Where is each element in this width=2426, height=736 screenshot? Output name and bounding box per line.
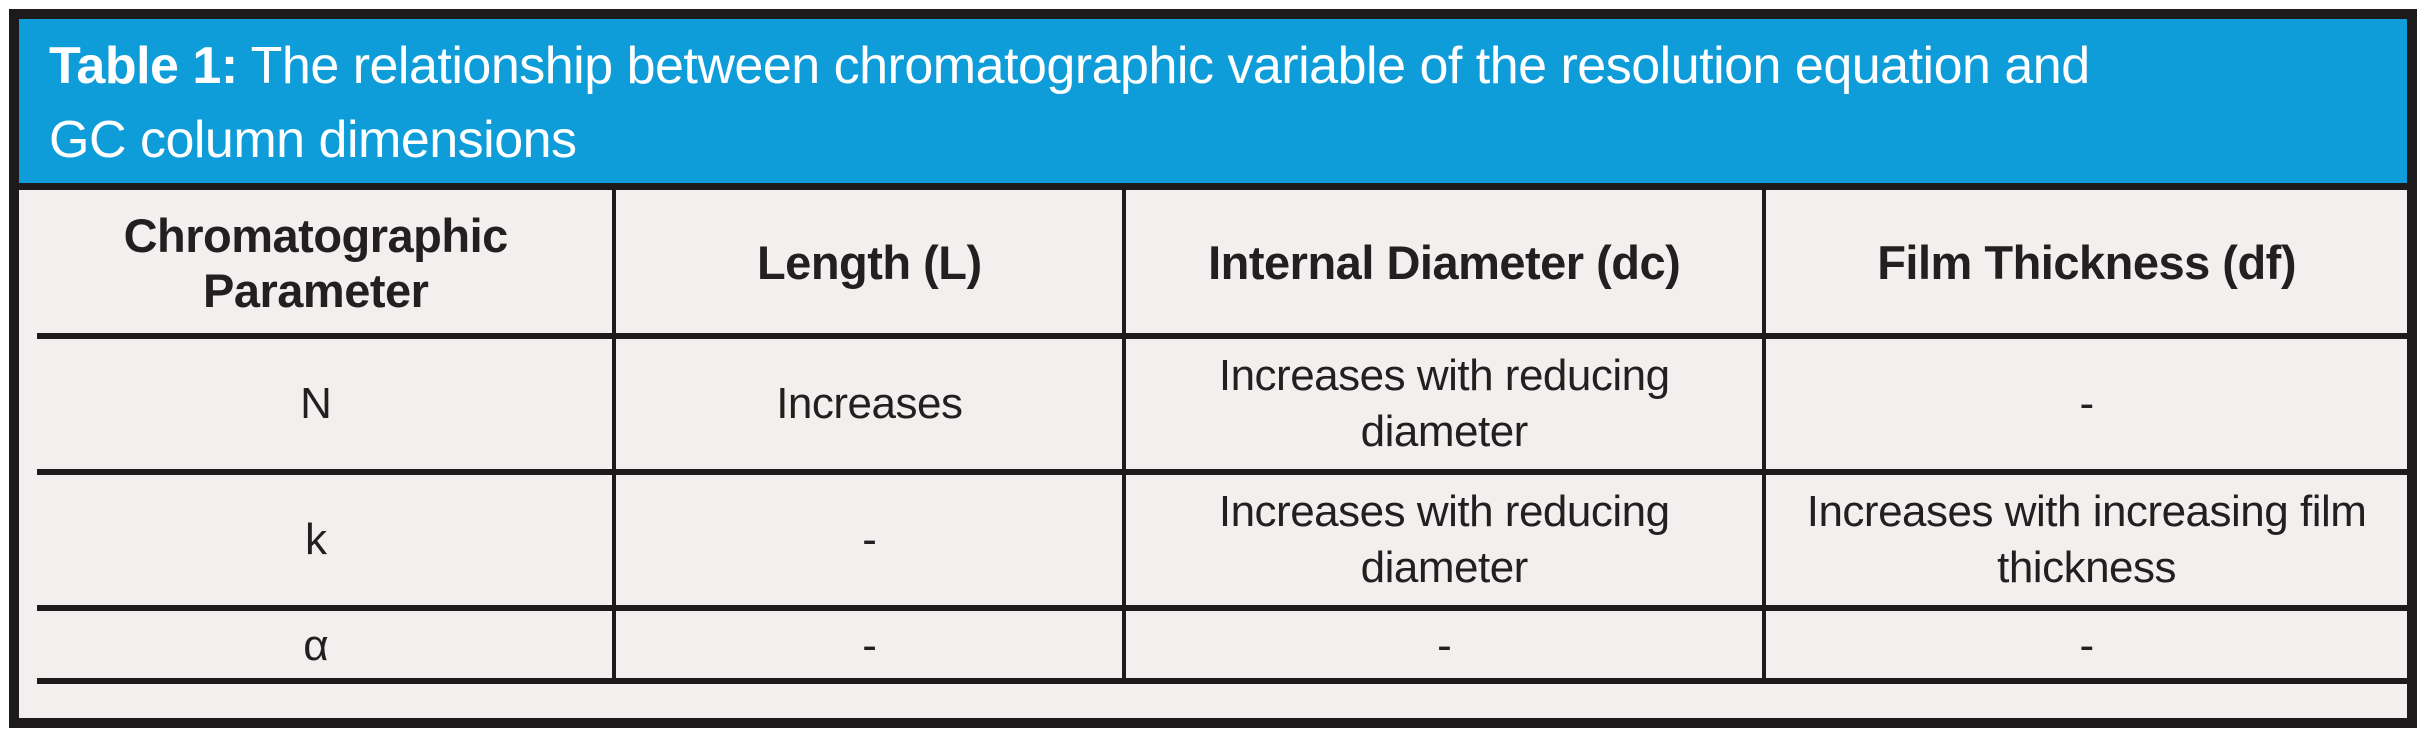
column-header-chromatographic-parameter: Chromatographic Parameter bbox=[123, 208, 509, 317]
row-k-parameter: k bbox=[304, 515, 327, 565]
row-alpha-film-thickness: - bbox=[1762, 608, 2407, 684]
caption-text: The relationship between chromatographic… bbox=[237, 37, 2091, 95]
row-alpha-parameter: α bbox=[303, 621, 329, 671]
row-n-length: Increases bbox=[612, 336, 1122, 472]
table-figure: Table 1: The relationship between chroma… bbox=[9, 9, 2417, 728]
row-n-internal-diameter: Increases with reducing diameter bbox=[1122, 336, 1762, 472]
row-separator bbox=[37, 605, 2407, 611]
row-k-internal-diameter: Increases with reducing diameter bbox=[1122, 472, 1762, 608]
row-separator bbox=[37, 678, 2407, 684]
row-alpha-internal-diameter: - bbox=[1122, 608, 1762, 684]
table-grid: Chromatographic Parameter Length (L) Int… bbox=[19, 190, 2407, 684]
column-header-film-thickness: Film Thickness (df) bbox=[1762, 190, 2407, 336]
table-caption: Table 1: The relationship between chroma… bbox=[19, 19, 2407, 190]
row-separator bbox=[37, 469, 2407, 475]
row-separator bbox=[37, 333, 2407, 339]
table-body: Chromatographic Parameter Length (L) Int… bbox=[19, 190, 2407, 718]
row-k-film-thickness: Increases with increasing film thickness bbox=[1762, 472, 2407, 608]
column-header-length: Length (L) bbox=[612, 190, 1122, 336]
caption-line-1: Table 1: The relationship between chroma… bbox=[49, 29, 2393, 103]
caption-label: Table 1: bbox=[49, 37, 238, 95]
caption-line-2: GC column dimensions bbox=[49, 111, 577, 169]
row-alpha-length: - bbox=[612, 608, 1122, 684]
column-header-internal-diameter: Internal Diameter (dc) bbox=[1122, 190, 1762, 336]
row-n-film-thickness: - bbox=[1762, 336, 2407, 472]
row-k-length: - bbox=[612, 472, 1122, 608]
row-n-parameter: N bbox=[300, 379, 332, 429]
